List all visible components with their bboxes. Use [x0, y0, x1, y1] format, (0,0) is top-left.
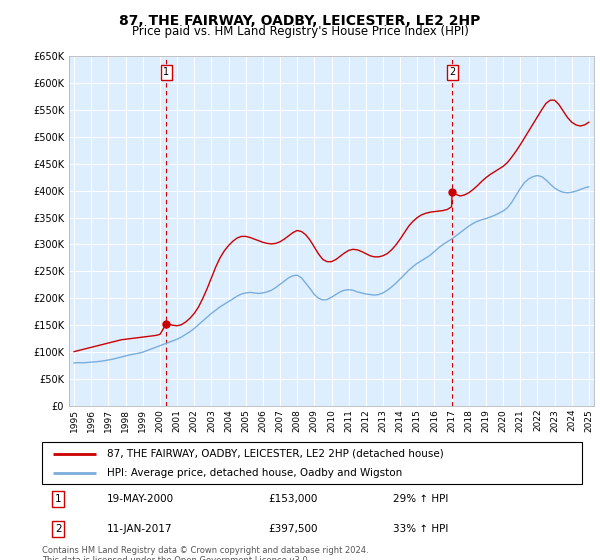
Text: 87, THE FAIRWAY, OADBY, LEICESTER, LE2 2HP: 87, THE FAIRWAY, OADBY, LEICESTER, LE2 2… [119, 14, 481, 28]
Text: 1: 1 [55, 494, 62, 504]
Text: 1: 1 [163, 67, 170, 77]
Text: Contains HM Land Registry data © Crown copyright and database right 2024.
This d: Contains HM Land Registry data © Crown c… [42, 546, 368, 560]
Text: 19-MAY-2000: 19-MAY-2000 [107, 494, 174, 504]
Text: 2: 2 [449, 67, 455, 77]
Text: 87, THE FAIRWAY, OADBY, LEICESTER, LE2 2HP (detached house): 87, THE FAIRWAY, OADBY, LEICESTER, LE2 2… [107, 449, 443, 459]
Text: 33% ↑ HPI: 33% ↑ HPI [393, 524, 448, 534]
Text: Price paid vs. HM Land Registry's House Price Index (HPI): Price paid vs. HM Land Registry's House … [131, 25, 469, 38]
Text: £153,000: £153,000 [269, 494, 318, 504]
Text: HPI: Average price, detached house, Oadby and Wigston: HPI: Average price, detached house, Oadb… [107, 468, 402, 478]
Text: 2: 2 [55, 524, 62, 534]
FancyBboxPatch shape [42, 442, 582, 484]
Text: £397,500: £397,500 [269, 524, 319, 534]
Text: 29% ↑ HPI: 29% ↑ HPI [393, 494, 448, 504]
Text: 11-JAN-2017: 11-JAN-2017 [107, 524, 172, 534]
